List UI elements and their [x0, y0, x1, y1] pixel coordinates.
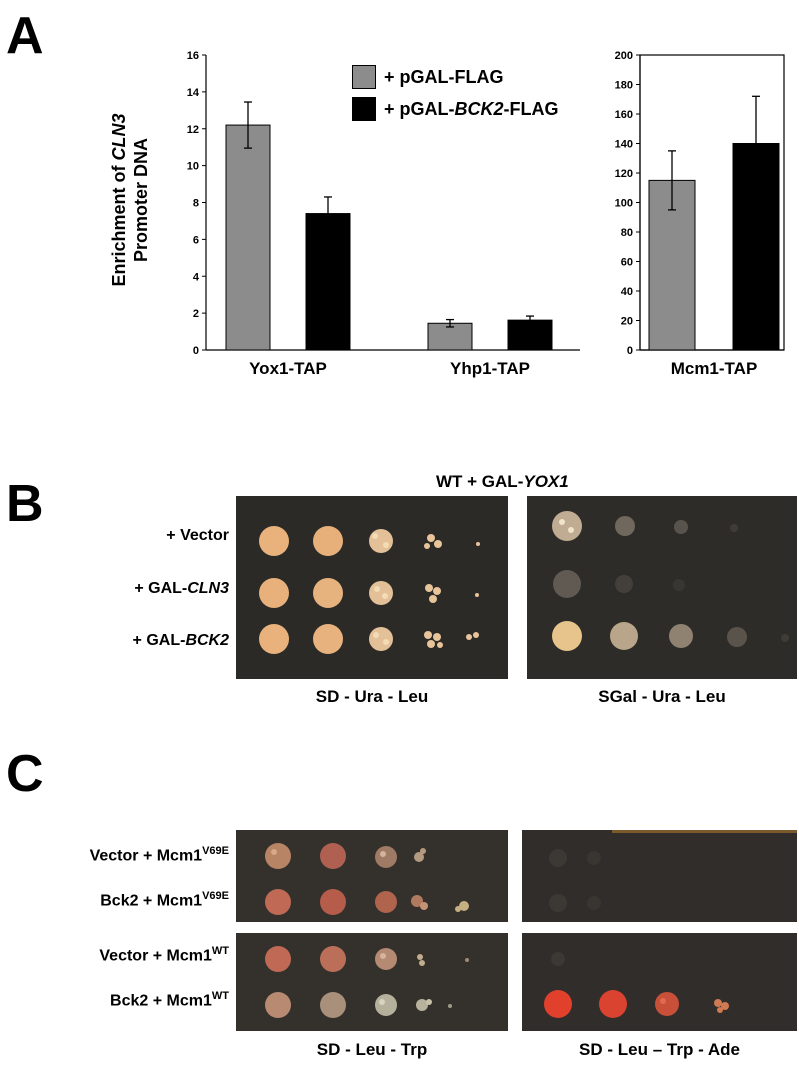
panel-b-row-gal-cln3: + GAL-CLN3	[134, 580, 229, 597]
panel-c-row-vector-v69e: Vector + Mcm1V69E	[89, 845, 229, 865]
plate-b-sd-ura-leu	[236, 496, 508, 679]
colony-spots	[549, 849, 601, 912]
bar-yox1-tap-gal-flag	[225, 124, 271, 351]
y-tick-label: 80	[621, 227, 633, 239]
y-tick-label: 0	[627, 345, 633, 357]
plate-b-left-label: SD - Ura - Leu	[315, 687, 429, 706]
y-tick-label: 180	[615, 80, 633, 92]
plate-c-sd-leu-trp-ade-v69e	[522, 830, 797, 922]
y-tick-label: 16	[187, 50, 199, 62]
y-tick-label: 140	[615, 139, 633, 151]
colony-spots	[552, 511, 789, 651]
panel-letter-b: B	[6, 475, 44, 533]
y-tick-label: 14	[187, 87, 200, 99]
y-tick-label: 2	[193, 308, 199, 320]
legend-swatch-gal-flag	[352, 65, 376, 89]
plate-c-left-label: SD - Leu - Trp	[316, 1040, 428, 1059]
y-tick-label: 100	[615, 198, 633, 210]
panel-letter-c: C	[6, 745, 44, 803]
panel-letter-a: A	[6, 7, 44, 65]
bar-yhp1-tap-gal-flag	[427, 322, 473, 351]
plate-c-right-label: SD - Leu – Trp - Ade	[579, 1040, 740, 1059]
panel-b-title: WT + GAL-YOX1	[436, 472, 569, 491]
y-tick-label: 20	[621, 316, 633, 328]
x-category-label: Yhp1-TAP	[450, 359, 530, 378]
y-tick-label: 12	[187, 124, 199, 136]
chart-a-mcm1: 0 20 40 60 80 100 120 140 160 180 200 Mcm1-TAP	[615, 50, 785, 378]
y-tick-label: 200	[615, 50, 633, 62]
chart-a-main: 0 2 4 6 8 10 12 14 16 Yox1-TAP Yhp1-TAP	[187, 50, 580, 378]
legend: + pGAL-FLAG + pGAL-BCK2-FLAG	[352, 62, 559, 124]
legend-item-gal-flag: + pGAL-FLAG	[352, 62, 559, 92]
colony-spots	[544, 952, 729, 1018]
y-tick-label: 40	[621, 286, 633, 298]
x-category-label: Mcm1-TAP	[671, 359, 758, 378]
y-tick-label: 6	[193, 234, 199, 246]
y-tick-label: 8	[193, 198, 199, 210]
panel-c-row-bck2-v69e: Bck2 + Mcm1V69E	[100, 890, 229, 910]
bar-yox1-tap-gal-bck2-flag	[305, 213, 351, 351]
colony-spots	[259, 526, 480, 654]
plate-b-sgal-ura-leu	[527, 496, 797, 679]
y-tick-label: 0	[193, 345, 199, 357]
y-tick-label: 120	[615, 168, 633, 180]
panel-c-row-bck2-wt: Bck2 + Mcm1WT	[110, 990, 229, 1010]
plate-b-right-label: SGal - Ura - Leu	[598, 687, 726, 706]
panel-c-row-vector-wt: Vector + Mcm1WT	[99, 945, 229, 965]
y-tick-label: 10	[187, 161, 199, 173]
plate-c-sd-leu-trp-v69e	[236, 830, 508, 922]
colony-spots	[265, 946, 469, 1018]
y-tick-label: 60	[621, 257, 633, 269]
legend-item-gal-bck2-flag: + pGAL-BCK2-FLAG	[352, 94, 559, 124]
panel-b-row-vector: + Vector	[166, 527, 229, 544]
y-tick-label: 4	[193, 271, 200, 283]
y-tick-label: 160	[615, 109, 633, 121]
legend-swatch-gal-bck2-flag	[352, 97, 376, 121]
colony-spots	[265, 843, 469, 915]
x-category-label: Yox1-TAP	[249, 359, 327, 378]
plate-c-sd-leu-trp-ade-wt	[522, 933, 797, 1031]
plate-c-sd-leu-trp-wt	[236, 933, 508, 1031]
panel-b-row-gal-bck2: + GAL-BCK2	[132, 632, 229, 649]
